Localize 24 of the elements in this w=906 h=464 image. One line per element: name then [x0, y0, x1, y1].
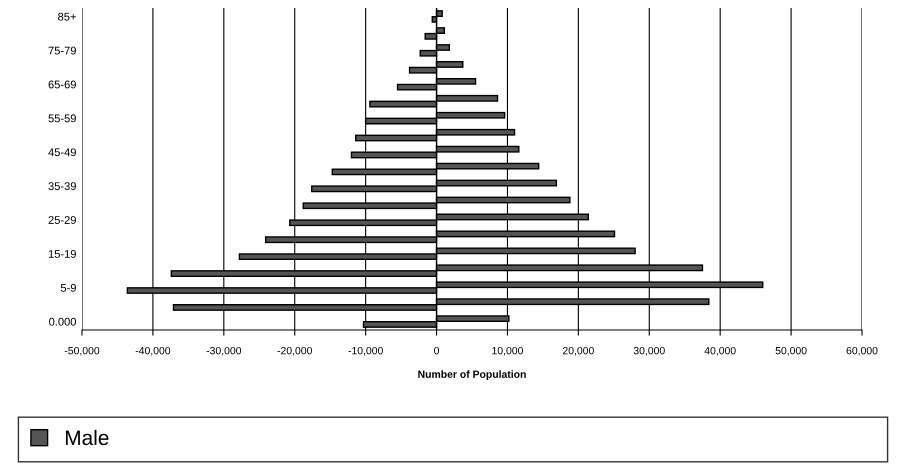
y-tick-label: 0.000	[49, 318, 76, 326]
x-tick-label: -50,000	[64, 346, 100, 356]
x-tick-label: -30,000	[206, 346, 242, 356]
x-axis-title: Number of Population	[418, 370, 526, 380]
y-tick-label: 35-39	[48, 182, 76, 190]
x-tick-label: -10,000	[348, 346, 383, 356]
y-tick-label: 25-29	[48, 216, 76, 224]
y-tick-label: 85+	[58, 12, 76, 21]
legend-label: Male	[66, 430, 108, 446]
y-tick-label: 45-49	[48, 148, 76, 156]
x-tick-label: -20,000	[278, 346, 312, 356]
x-tick-label: 10,000	[492, 346, 523, 356]
y-tick-label: 75-79	[48, 46, 76, 55]
x-tick-label: 60,000	[846, 346, 878, 356]
x-tick-label: 0	[434, 346, 440, 354]
y-tick-label: 5-9	[60, 284, 76, 292]
x-tick-label: 40,000	[704, 346, 736, 356]
y-tick-label: 55-59	[48, 114, 76, 122]
y-tick-label: 65-69	[48, 80, 76, 88]
y-tick-label: 15-19	[48, 250, 76, 258]
x-tick-label: 20,000	[562, 346, 594, 356]
x-tick-label: 50,000	[776, 346, 807, 356]
x-tick-label: -40,000	[136, 346, 170, 356]
x-tick-label: 30,000	[634, 346, 665, 356]
